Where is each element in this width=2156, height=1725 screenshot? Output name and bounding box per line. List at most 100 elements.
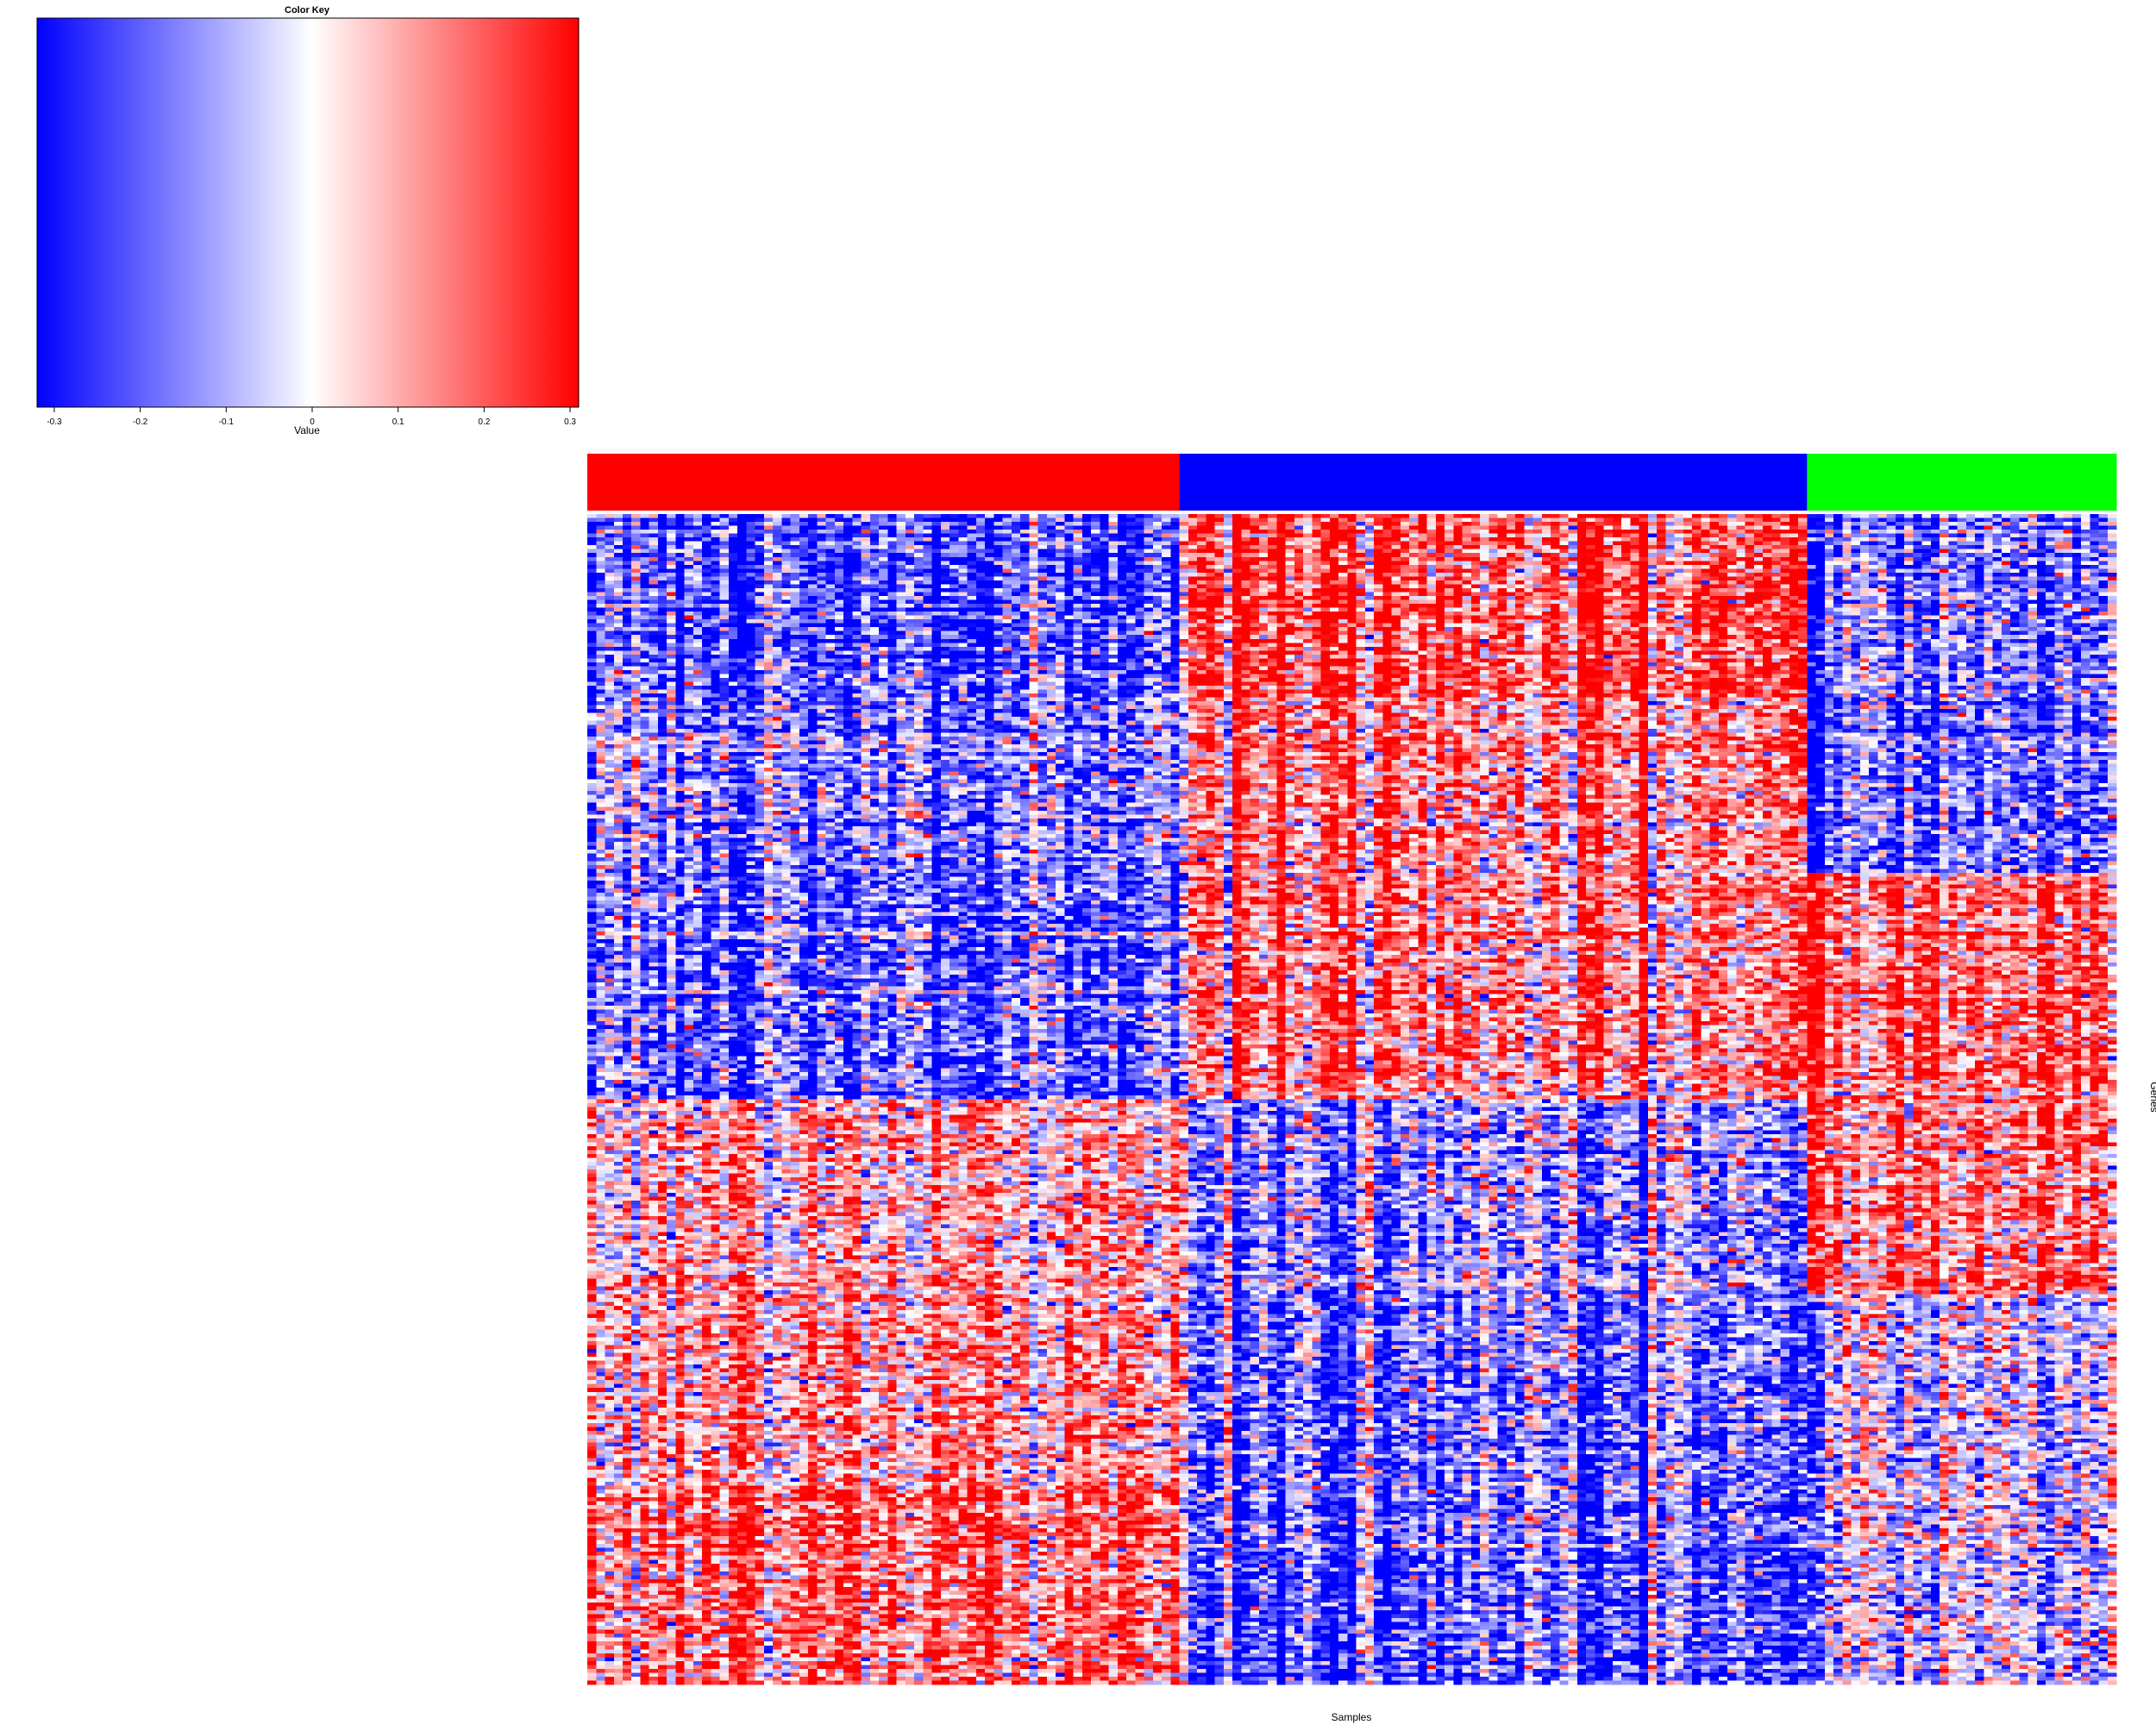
heatmap-cell	[737, 607, 748, 612]
heatmap-cell	[1364, 572, 1375, 577]
heatmap-cell	[613, 580, 624, 586]
heatmap-cell	[1524, 522, 1534, 527]
heatmap-cell	[1630, 522, 1640, 527]
heatmap-cell	[2090, 545, 2100, 550]
heatmap-cell	[773, 604, 783, 609]
heatmap-cell	[2001, 615, 2011, 620]
heatmap-cell	[1859, 595, 1870, 601]
heatmap-cell	[1630, 561, 1640, 566]
heatmap-cell	[693, 619, 703, 624]
heatmap-cell	[1859, 525, 1870, 530]
heatmap-cell	[2107, 615, 2117, 620]
heatmap-cell	[1992, 518, 2002, 523]
color-key-tick-label: 0.1	[392, 417, 404, 427]
heatmap-cell	[2028, 553, 2038, 558]
heatmap-cell	[1445, 595, 1454, 601]
heatmap-cell	[1126, 564, 1137, 569]
heatmap-cell	[861, 592, 871, 597]
heatmap-cell	[1957, 572, 1967, 577]
heatmap-cell	[1214, 561, 1225, 566]
heatmap-cell	[737, 623, 748, 628]
heatmap-cell	[1683, 580, 1693, 586]
heatmap-cell	[1064, 572, 1075, 577]
heatmap-cell	[2107, 599, 2117, 605]
heatmap-cell	[1559, 549, 1570, 554]
heatmap-cell	[1515, 541, 1525, 546]
heatmap-cell	[1347, 530, 1357, 535]
heatmap-cell	[790, 537, 800, 543]
heatmap-cell	[1374, 619, 1383, 624]
heatmap-cell	[967, 533, 977, 538]
heatmap-cell	[975, 619, 986, 624]
heatmap-cell	[1745, 587, 1755, 593]
heatmap-cell	[1312, 568, 1322, 574]
heatmap-cell	[1869, 514, 1878, 519]
heatmap-cell	[931, 556, 942, 561]
heatmap-cell	[790, 612, 800, 617]
heatmap-cell	[711, 561, 721, 566]
heatmap-cell	[1727, 549, 1737, 554]
heatmap-cell	[931, 592, 942, 597]
heatmap-cell	[1445, 612, 1454, 617]
heatmap-cell	[1940, 561, 1949, 566]
heatmap-cell	[1170, 530, 1181, 535]
heatmap-cell	[2107, 572, 2117, 577]
heatmap-cell	[1780, 599, 1790, 605]
heatmap-cell	[596, 587, 606, 593]
heatmap-cell	[1665, 623, 1676, 628]
heatmap-cell	[808, 592, 818, 597]
heatmap-cell	[2046, 553, 2055, 558]
heatmap-cell	[1117, 615, 1127, 620]
heatmap-cell	[684, 541, 694, 546]
heatmap-cell	[958, 568, 968, 574]
heatmap-cell	[1984, 556, 1994, 561]
heatmap-cell	[799, 607, 809, 612]
heatmap-cell	[684, 599, 694, 605]
heatmap-cell	[1470, 595, 1481, 601]
heatmap-cell	[1135, 612, 1145, 617]
heatmap-cell	[2098, 564, 2109, 569]
heatmap-cell	[1356, 584, 1366, 589]
heatmap-cell	[1435, 587, 1445, 593]
heatmap-cell	[1152, 541, 1163, 546]
heatmap-cell	[1489, 522, 1499, 527]
heatmap-cell	[852, 584, 862, 589]
heatmap-cell	[1329, 525, 1339, 530]
heatmap-cell	[1665, 612, 1676, 617]
heatmap-cell	[967, 537, 977, 543]
heatmap-cell	[1480, 514, 1489, 519]
heatmap-cell	[1320, 604, 1331, 609]
heatmap-cell	[1647, 599, 1658, 605]
heatmap-cell	[1559, 564, 1570, 569]
heatmap-cell	[905, 522, 915, 527]
heatmap-cell	[1081, 599, 1092, 605]
heatmap-cell	[1895, 549, 1905, 554]
heatmap-cell	[587, 576, 597, 581]
heatmap-cell	[2046, 522, 2055, 527]
heatmap-cell	[1771, 533, 1782, 538]
heatmap-cell	[843, 623, 854, 628]
heatmap-cell	[702, 592, 712, 597]
heatmap-cell	[1347, 604, 1357, 609]
heatmap-cell	[914, 518, 924, 523]
heatmap-cell	[1480, 623, 1489, 628]
heatmap-cell	[799, 595, 809, 601]
heatmap-cell	[1409, 572, 1419, 577]
heatmap-cell	[1992, 553, 2002, 558]
heatmap-cell	[985, 580, 995, 586]
heatmap-cell	[1842, 533, 1852, 538]
heatmap-cell	[719, 572, 730, 577]
heatmap-cell	[1603, 568, 1614, 574]
heatmap-cell	[1108, 576, 1119, 581]
heatmap-cell	[1709, 541, 1720, 546]
heatmap-cell	[887, 584, 898, 589]
heatmap-cell	[1011, 604, 1021, 609]
heatmap-cell	[1073, 537, 1083, 543]
heatmap-cell	[1409, 556, 1419, 561]
heatmap-cell	[649, 572, 659, 577]
heatmap-cell	[1877, 530, 1888, 535]
heatmap-cell	[975, 553, 986, 558]
heatmap-cell	[605, 564, 615, 569]
heatmap-cell	[1559, 607, 1570, 612]
heatmap-cell	[2001, 612, 2011, 617]
